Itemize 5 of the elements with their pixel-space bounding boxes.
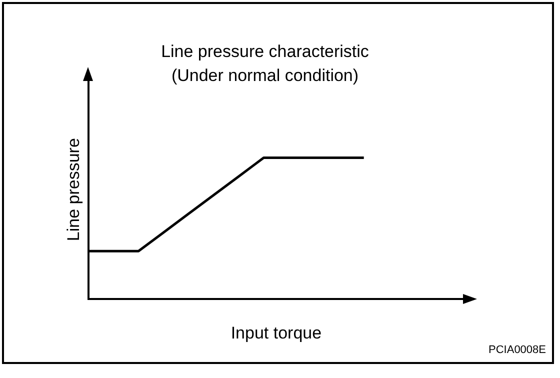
text: PCIA0008E <box>488 344 546 356</box>
chart-subtitle: (Under normal condition) <box>170 65 360 87</box>
x-axis-title: Input torque <box>230 323 322 342</box>
chart-title: Line pressure characteristic <box>160 41 370 63</box>
y-axis-title: Line pressure <box>64 138 83 242</box>
